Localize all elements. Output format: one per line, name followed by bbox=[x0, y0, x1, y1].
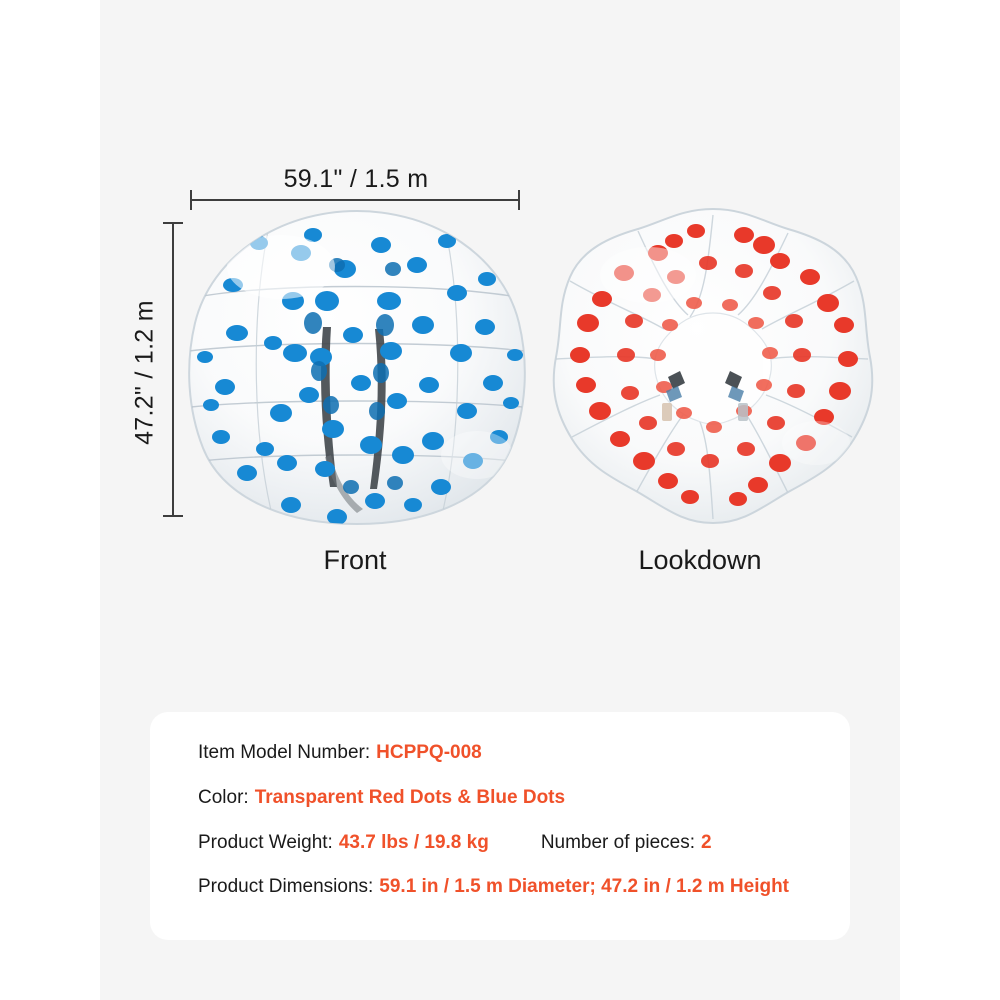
height-dimension-cap-bottom bbox=[163, 515, 183, 517]
spec-value-pieces: 2 bbox=[701, 831, 712, 853]
spec-row-dimensions: Product Dimensions: 59.1 in / 1.5 m Diam… bbox=[198, 876, 850, 899]
spec-label-dimensions: Product Dimensions: bbox=[198, 876, 374, 898]
spec-label-pieces: Number of pieces: bbox=[540, 831, 695, 853]
height-dimension-line bbox=[172, 222, 174, 517]
caption-lookdown: Lookdown bbox=[638, 545, 762, 575]
spec-value-weight: 43.7 lbs / 19.8 kg bbox=[338, 831, 489, 853]
bumper-ball-front-image bbox=[188, 209, 526, 526]
spec-row-model: Item Model Number: HCPPQ-008 bbox=[198, 742, 850, 765]
spec-label-color: Color: bbox=[198, 786, 249, 808]
spec-label-weight: Product Weight: bbox=[198, 831, 333, 853]
width-dimension-cap-left bbox=[190, 190, 192, 210]
spec-label-model: Item Model Number: bbox=[198, 742, 371, 763]
spec-row-weight-and-pieces: Product Weight: 43.7 lbs / 19.8 kg Numbe… bbox=[198, 832, 850, 855]
height-dimension-label: 47.2" / 1.2 m bbox=[130, 300, 159, 445]
spec-row-color: Color: Transparent Red Dots & Blue Dots bbox=[198, 787, 850, 810]
bumper-ball-lookdown-image bbox=[552, 207, 874, 525]
width-dimension-cap-right bbox=[518, 190, 520, 210]
caption-front: Front bbox=[323, 545, 387, 575]
product-spec-card: Item Model Number: HCPPQ-008 Color: Tran… bbox=[150, 712, 850, 940]
spec-value-dimensions: 59.1 in / 1.5 m Diameter; 47.2 in / 1.2 … bbox=[379, 876, 790, 898]
height-dimension-cap-top bbox=[163, 222, 183, 224]
spec-value-model: HCPPQ-008 bbox=[376, 742, 482, 763]
spec-value-color: Transparent Red Dots & Blue Dots bbox=[254, 786, 566, 808]
width-dimension-label: 59.1" / 1.5 m bbox=[283, 165, 429, 193]
width-dimension-line bbox=[190, 199, 520, 201]
